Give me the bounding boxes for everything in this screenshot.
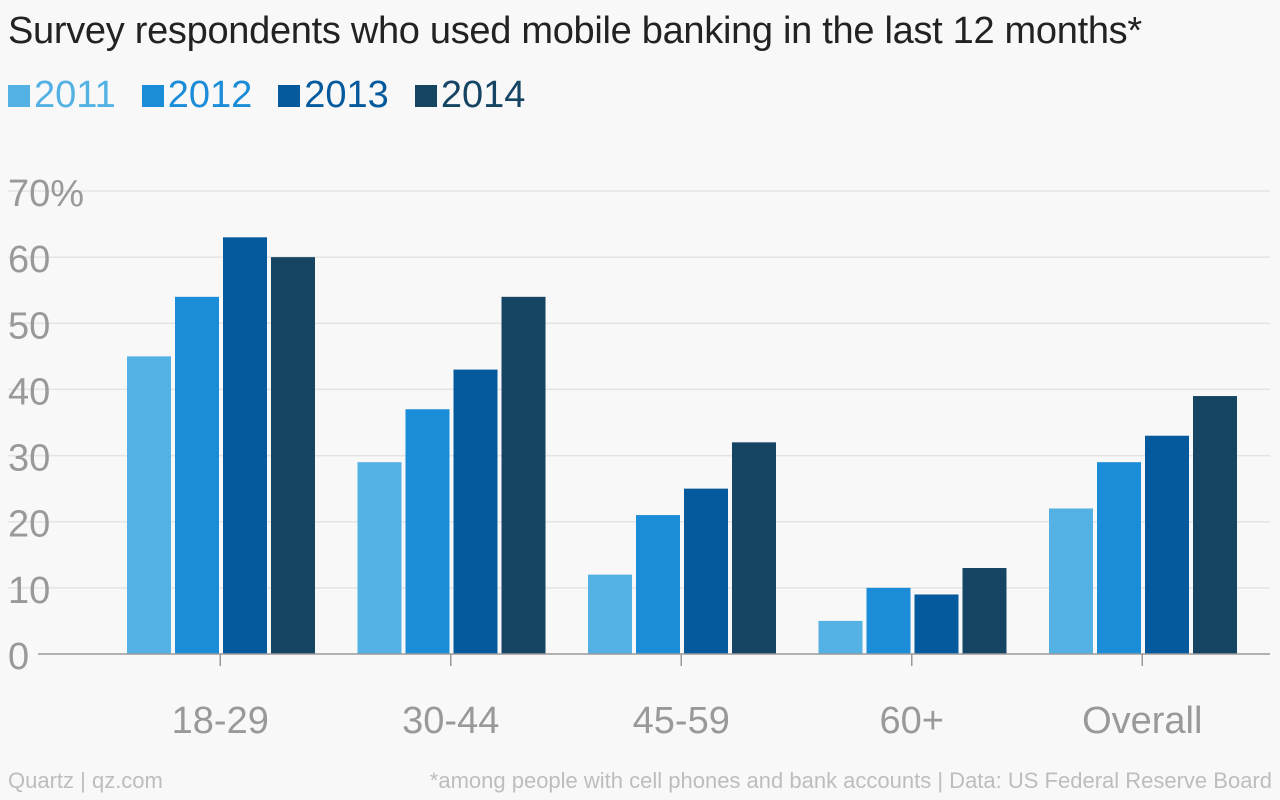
legend-swatch-2012 — [141, 84, 164, 107]
bar-60+-2011 — [818, 620, 863, 654]
chart-title: Survey respondents who used mobile banki… — [8, 10, 1142, 52]
legend-label-2011: 2011 — [34, 74, 116, 116]
bar-Overall-2014 — [1193, 396, 1237, 654]
bar-45-59-2011 — [588, 574, 632, 654]
bar-30-44-2012 — [405, 409, 450, 654]
bar-45-59-2012 — [636, 515, 680, 654]
bar-60+-2013 — [914, 594, 959, 654]
legend-item-2014: 2014 — [414, 74, 526, 117]
legend-label-2012: 2012 — [167, 74, 253, 116]
bar-30-44-2013 — [453, 369, 498, 654]
legend-item-2013: 2013 — [278, 74, 389, 117]
bar-30-44-2014 — [501, 296, 546, 654]
bar-30-44-2011 — [357, 462, 402, 654]
bar-18-29-2011 — [127, 356, 171, 654]
y-tick-label: 0 — [8, 636, 29, 678]
bar-Overall-2011 — [1049, 508, 1093, 654]
legend-swatch-2014 — [414, 84, 437, 107]
data-source-note: *among people with cell phones and bank … — [429, 768, 1272, 793]
x-tick-label: 30-44 — [402, 700, 499, 742]
bar-18-29-2012 — [175, 296, 219, 654]
bar-18-29-2014 — [271, 257, 315, 654]
y-tick-label: 60 — [8, 239, 50, 281]
x-tick-label: Overall — [1082, 700, 1202, 742]
x-tick-label: 18-29 — [172, 700, 269, 742]
y-tick-label: 20 — [8, 504, 50, 546]
bar-45-59-2014 — [732, 442, 776, 654]
bar-60+-2014 — [962, 568, 1007, 654]
bar-Overall-2012 — [1097, 462, 1141, 654]
legend-item-2011: 2011 — [8, 74, 116, 117]
legend-item-2012: 2012 — [141, 74, 253, 117]
bar-45-59-2013 — [684, 488, 728, 654]
source-credit: Quartz | qz.com — [8, 768, 163, 793]
bar-60+-2012 — [866, 587, 911, 654]
legend-label-2013: 2013 — [304, 74, 389, 116]
bar-18-29-2013 — [223, 237, 267, 655]
legend-swatch-2013 — [278, 84, 301, 107]
legend: 2011 2012 2013 2014 — [8, 74, 525, 117]
y-tick-label: 50 — [8, 305, 50, 347]
y-tick-label: 70% — [8, 173, 84, 215]
legend-label-2014: 2014 — [440, 74, 526, 116]
bar-Overall-2013 — [1145, 435, 1189, 654]
y-tick-label: 30 — [8, 438, 50, 480]
x-tick-label: 45-59 — [633, 700, 730, 742]
bar-chart: 0 10 20 30 40 50 60 70% 18-29 30-44 45-59 60+ Overal… — [8, 173, 1270, 742]
y-tick-label: 40 — [8, 371, 50, 413]
x-tick-label: 60+ — [880, 700, 944, 742]
y-tick-label: 10 — [8, 570, 50, 612]
legend-swatch-2011 — [8, 84, 30, 107]
